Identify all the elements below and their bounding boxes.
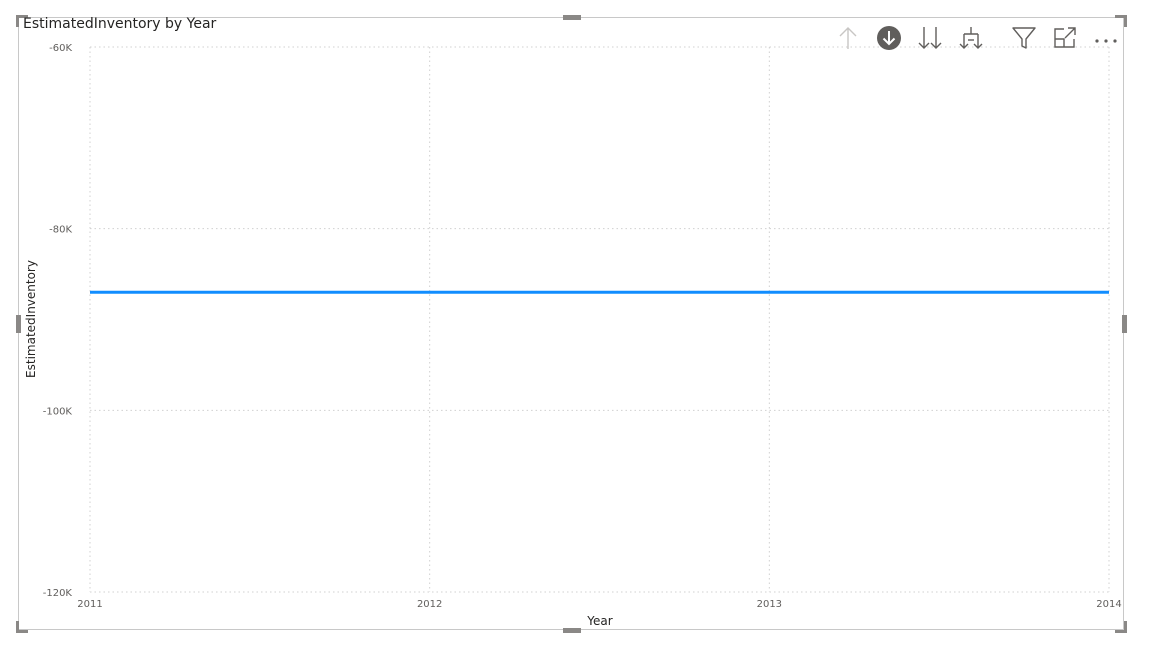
- y-axis-title: EstimatedInventory: [24, 260, 38, 378]
- resize-corner-top-right[interactable]: [1115, 15, 1127, 27]
- filter-icon[interactable]: [1008, 20, 1040, 56]
- more-options-icon[interactable]: [1090, 20, 1122, 56]
- resize-handle-right[interactable]: [1122, 315, 1127, 333]
- resize-handle-bottom[interactable]: [563, 628, 581, 633]
- drill-down-toggle-icon[interactable]: [873, 20, 905, 56]
- y-tick-label: -120K: [43, 588, 73, 599]
- resize-handle-top[interactable]: [563, 15, 581, 20]
- y-tick-label: -80K: [49, 225, 72, 236]
- visual-header-toolbar: [826, 20, 1126, 56]
- visual-title: EstimatedInventory by Year: [23, 16, 217, 32]
- x-tick-label: 2011: [77, 599, 102, 610]
- resize-handle-left[interactable]: [16, 315, 21, 333]
- x-tick-label: 2014: [1096, 599, 1121, 610]
- resize-corner-bottom-left[interactable]: [16, 621, 28, 633]
- y-tick-label: -100K: [43, 406, 73, 417]
- resize-corner-bottom-right[interactable]: [1115, 621, 1127, 633]
- focus-mode-icon[interactable]: [1049, 20, 1081, 56]
- x-axis-title: Year: [586, 614, 612, 628]
- resize-corner-top-left[interactable]: [16, 15, 28, 27]
- data-point[interactable]: [86, 288, 94, 296]
- drill-up-icon[interactable]: [832, 20, 864, 56]
- go-to-next-level-icon[interactable]: [914, 20, 946, 56]
- data-point[interactable]: [426, 288, 434, 296]
- data-point[interactable]: [765, 288, 773, 296]
- y-tick-label: -60K: [49, 43, 72, 54]
- data-point[interactable]: [1105, 288, 1113, 296]
- expand-all-down-icon[interactable]: [955, 20, 987, 56]
- x-tick-label: 2013: [757, 599, 782, 610]
- x-tick-label: 2012: [417, 599, 442, 610]
